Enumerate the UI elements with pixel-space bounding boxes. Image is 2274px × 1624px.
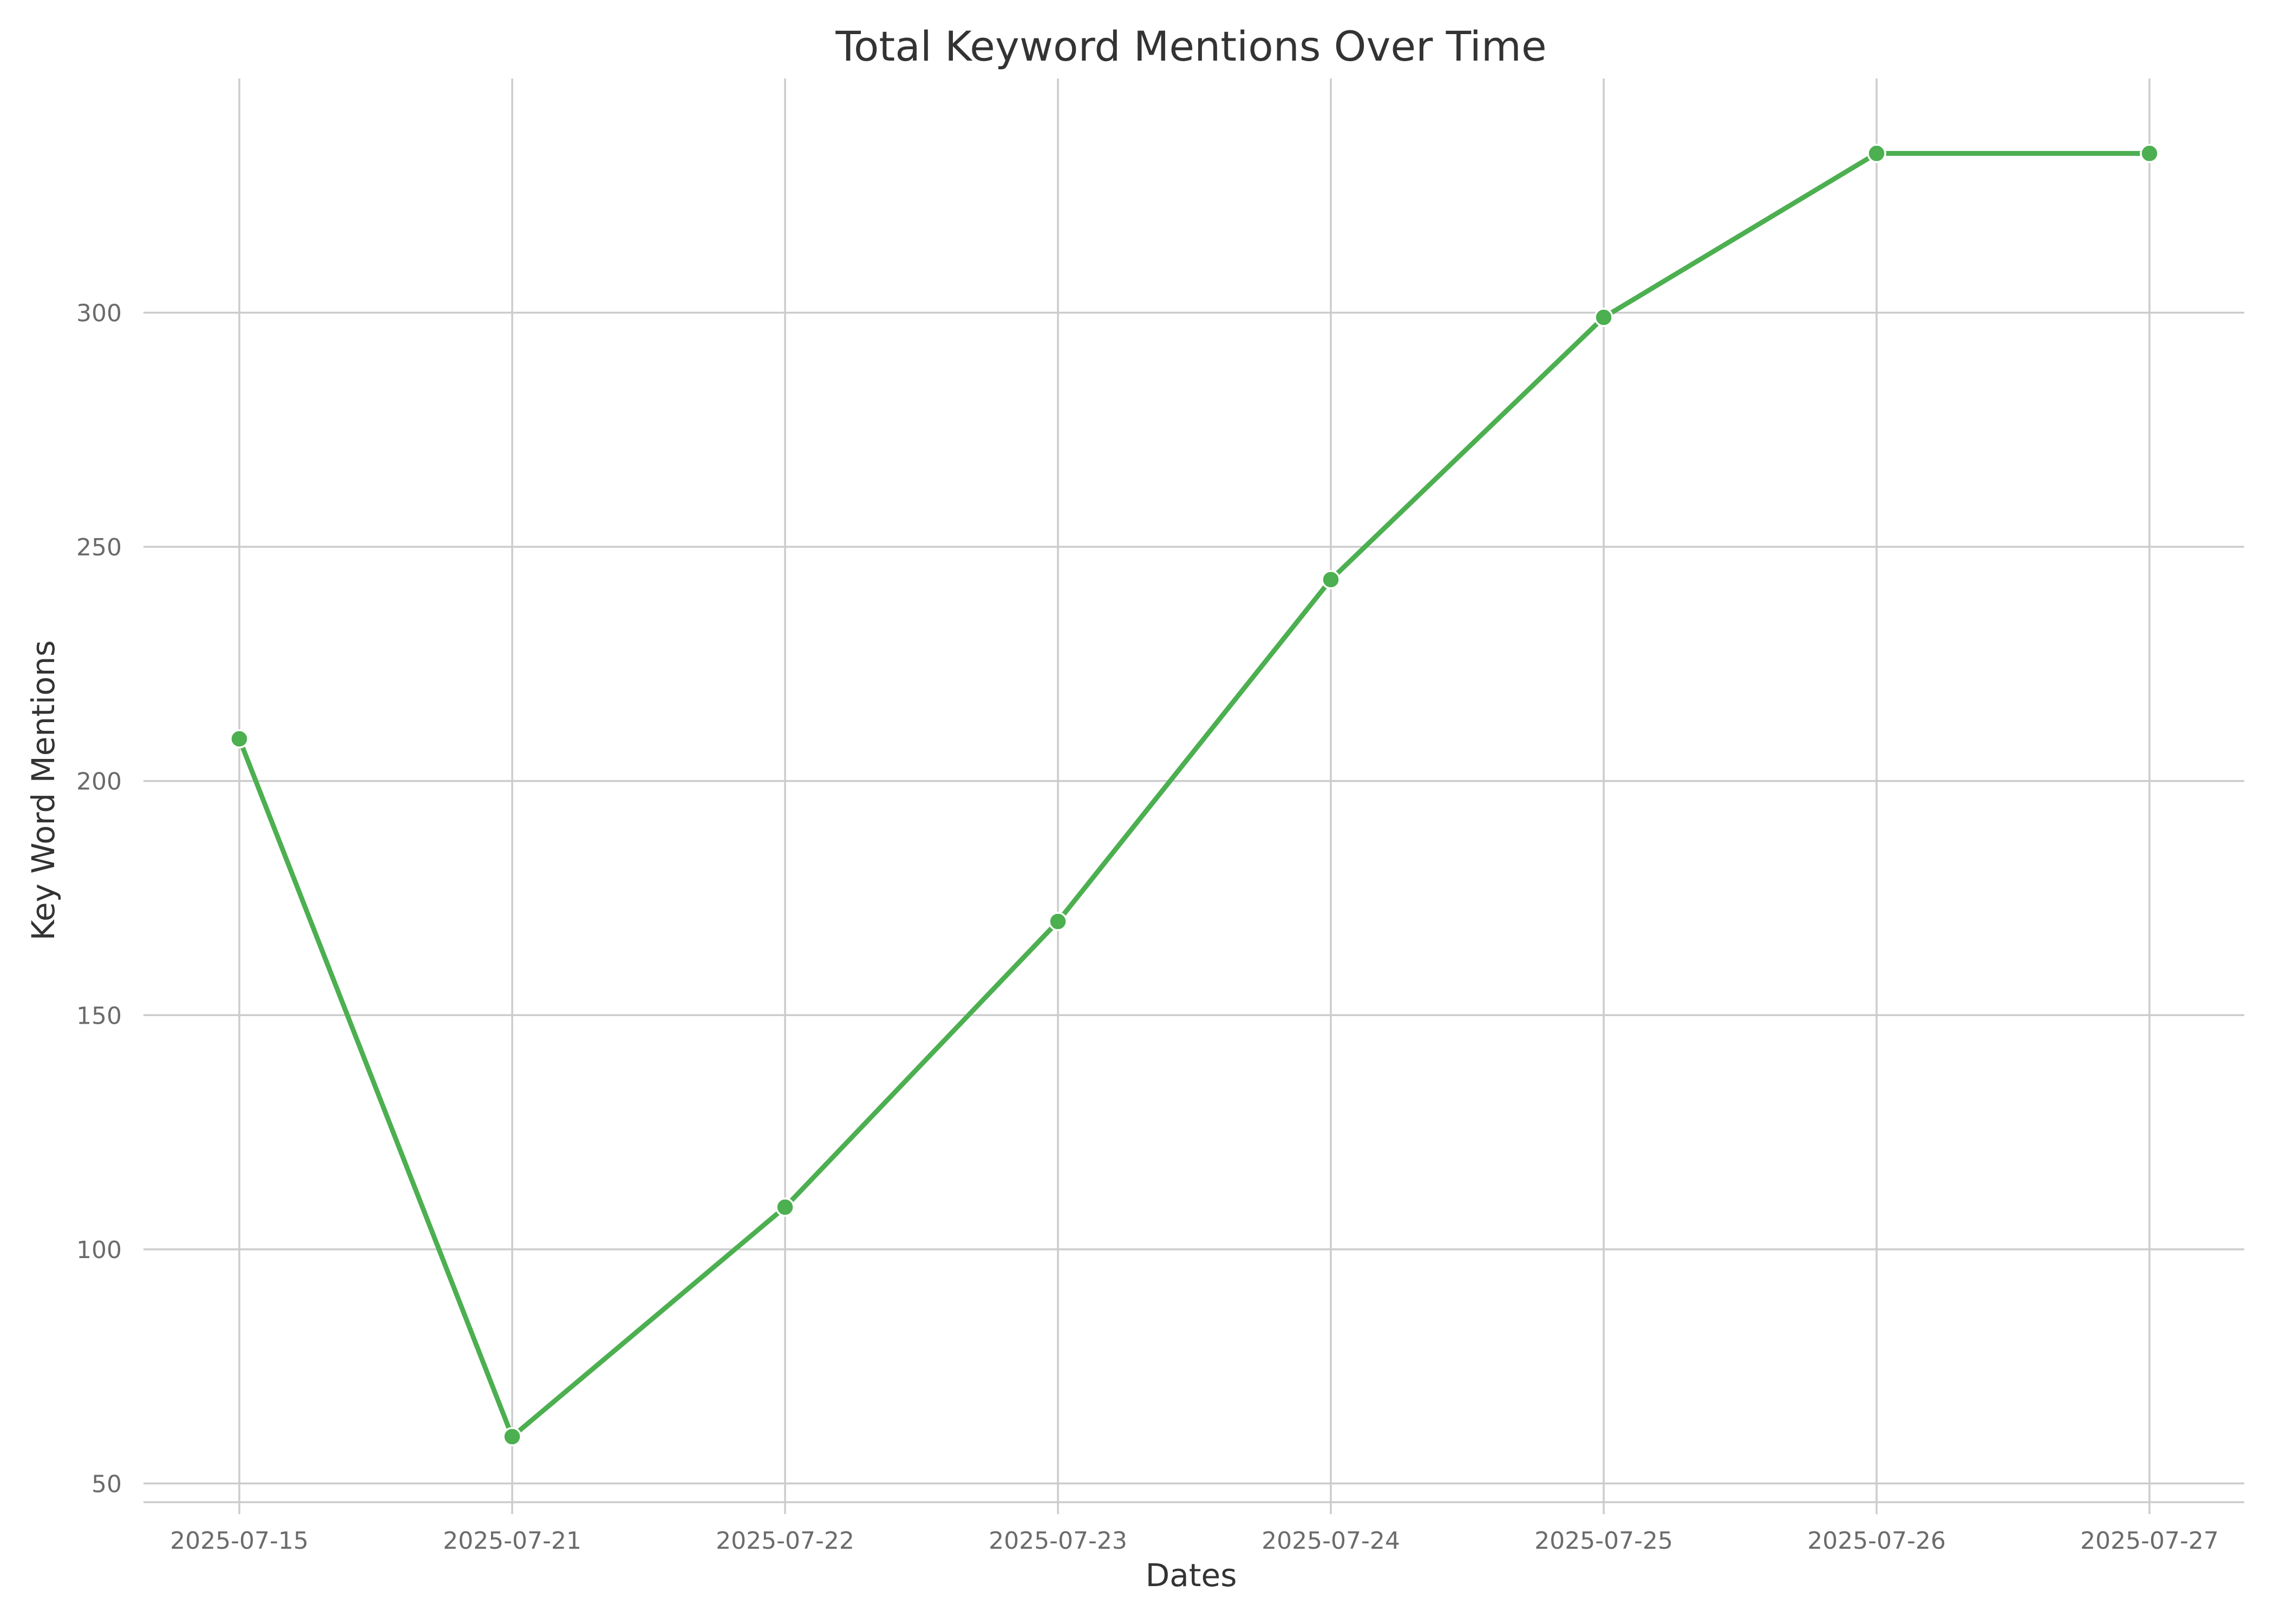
data-point — [775, 1197, 795, 1217]
data-point — [230, 729, 249, 749]
x-axis-label: Dates — [1146, 1557, 1237, 1594]
y-tick-label: 300 — [76, 300, 122, 328]
data-point — [502, 1427, 522, 1446]
x-tick-label: 2025-07-25 — [1534, 1527, 1673, 1555]
data-point — [2140, 143, 2159, 163]
vertical-gridlines — [238, 78, 2151, 1502]
y-tick-labels: 50 100 150 200 250 300 — [76, 300, 122, 1498]
y-tick-label: 250 — [76, 534, 122, 561]
x-tick-label: 2025-07-21 — [443, 1527, 581, 1555]
data-point — [1867, 143, 1886, 163]
series-line — [237, 150, 2152, 1439]
axes — [143, 1501, 2244, 1514]
y-tick-label: 200 — [76, 768, 122, 796]
chart-title: Total Keyword Mentions Over Time — [835, 22, 1546, 70]
data-point — [1321, 569, 1341, 590]
x-tick-label: 2025-07-15 — [170, 1527, 309, 1555]
y-tick-label: 150 — [76, 1002, 122, 1030]
x-tick-label: 2025-07-26 — [1807, 1527, 1946, 1555]
y-tick-label: 50 — [92, 1470, 122, 1498]
y-tick-label: 100 — [76, 1236, 122, 1264]
series-layer — [230, 143, 2159, 1446]
data-point — [1594, 307, 1613, 327]
x-tick-label: 2025-07-22 — [716, 1527, 854, 1555]
x-tick-label: 2025-07-27 — [2080, 1527, 2219, 1555]
x-tick-label: 2025-07-24 — [1262, 1527, 1400, 1555]
x-tick-labels: 2025-07-15 2025-07-21 2025-07-22 2025-07-23… — [170, 1527, 2219, 1555]
y-axis-label: Key Word Mentions — [25, 640, 62, 941]
horizontal-gridlines — [143, 311, 2244, 1485]
data-point — [1048, 912, 1068, 931]
x-tick-label: 2025-07-23 — [989, 1527, 1127, 1555]
